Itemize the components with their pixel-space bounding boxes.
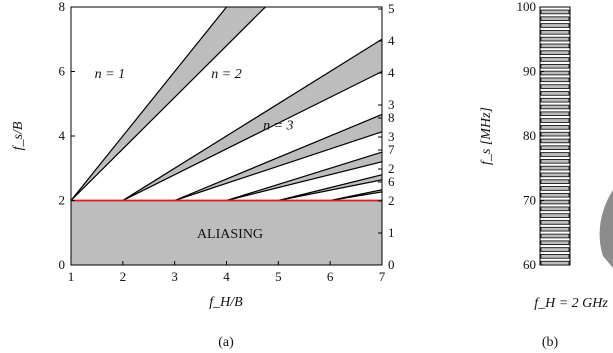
y-axis-label-a: f_s/B <box>11 121 26 150</box>
frequency-stripe <box>540 206 570 212</box>
frequency-stripe <box>540 118 570 123</box>
frequency-stripe <box>540 16 570 21</box>
right-tick-label: 4 <box>388 33 395 48</box>
plot-area <box>71 7 382 265</box>
frequency-stripe <box>540 57 570 62</box>
frequency-stripe <box>540 165 570 171</box>
panel-b-tick-labels: 60 70 80 90 100 <box>517 0 544 272</box>
frequency-stripe <box>540 199 570 205</box>
y-tick-label: 4 <box>59 128 66 143</box>
x-tick-label: 7 <box>379 269 386 284</box>
band-n2 <box>122 38 382 202</box>
frequency-stripe <box>540 70 570 76</box>
frequency-stripe <box>540 77 570 83</box>
frequency-stripe <box>540 43 570 49</box>
y-tick-label-b: 100 <box>517 0 537 14</box>
right-tick-label: 2 <box>388 161 395 176</box>
frequency-stripe <box>540 220 570 225</box>
zone-labels: n = 1 n = 2 n = 3 <box>95 67 294 134</box>
y-tick-label-b: 70 <box>523 193 536 208</box>
frequency-stripe <box>540 159 570 164</box>
partial-shape <box>599 190 613 268</box>
y-tick-label-b: 60 <box>523 257 536 272</box>
frequency-stripe <box>540 254 570 259</box>
right-tick-label: 3 <box>388 97 395 112</box>
frequency-stripe <box>540 247 570 252</box>
frequency-stripe <box>540 23 570 28</box>
frequency-stripe <box>540 233 570 239</box>
right-tick-label: 0 <box>388 257 395 272</box>
right-tick-label: 4 <box>388 65 395 80</box>
panel-b-caption: (b) <box>542 335 559 350</box>
zone-label: n = 1 <box>95 67 125 82</box>
frequency-stripe <box>540 145 570 150</box>
frequency-stripe <box>540 125 570 130</box>
right-tick-label: 5 <box>388 1 395 16</box>
frequency-stripe <box>540 63 570 69</box>
frequency-stripe <box>540 213 570 218</box>
frequency-stripe <box>540 84 570 89</box>
frequency-stripe <box>540 36 570 42</box>
frequency-stripe <box>540 30 570 35</box>
frequency-stripe <box>540 50 570 55</box>
x-axis-label-a: f_H/B <box>209 295 243 310</box>
x-tick-label: 6 <box>327 269 334 284</box>
frequency-stripe <box>540 104 570 110</box>
y-tick-label-b: 90 <box>523 64 536 79</box>
aliasing-region <box>71 200 382 265</box>
frequency-stripe <box>540 91 570 96</box>
band-n3 <box>174 113 382 202</box>
frequency-stripe <box>540 9 570 15</box>
x-tick-label: 3 <box>171 269 178 284</box>
y-axis-label-b: f_s [MHz] <box>479 107 494 165</box>
y-tick-label: 2 <box>59 193 66 208</box>
zone-label: n = 2 <box>211 67 241 82</box>
right-tick-label: 2 <box>388 193 395 208</box>
frequency-stripes <box>540 9 570 266</box>
right-tick-label: 7 <box>388 142 395 157</box>
frequency-stripe <box>540 152 570 157</box>
x-tick-label: 2 <box>120 269 127 284</box>
frequency-stripe <box>540 131 570 137</box>
x-axis-label-b: f_H = 2 GHz <box>534 296 608 311</box>
y-tick-label-b: 80 <box>523 128 536 143</box>
panel-b-chart: 60 70 80 90 100 f_s [MHz] f_H = 2 GHz (b) <box>479 0 613 350</box>
y-tick-label: 6 <box>59 64 66 79</box>
frequency-stripe <box>540 111 570 117</box>
frequency-stripe <box>540 186 570 191</box>
right-tick-label: 8 <box>388 110 395 125</box>
frequency-stripe <box>540 226 570 232</box>
y-tick-label: 8 <box>59 0 66 14</box>
band-n5 <box>278 174 382 202</box>
zone-label: n = 3 <box>263 119 293 134</box>
x-tick-label: 1 <box>68 269 75 284</box>
right-tick-label: 3 <box>388 129 395 144</box>
x-tick-label: 5 <box>275 269 282 284</box>
frequency-stripe <box>540 179 570 184</box>
right-tick-label: 6 <box>388 174 395 189</box>
frequency-stripe <box>540 138 570 144</box>
right-tick-label: 1 <box>388 225 395 240</box>
aliasing-label: ALIASING <box>197 227 263 242</box>
band-n4 <box>226 151 382 202</box>
frequency-stripe <box>540 97 570 103</box>
frequency-stripe <box>540 240 570 246</box>
frequency-stripe <box>540 192 570 198</box>
band-n1 <box>71 7 267 201</box>
plot-frame <box>70 6 383 266</box>
frequency-stripe <box>540 172 570 178</box>
x-tick-label: 4 <box>223 269 230 284</box>
y-tick-label: 0 <box>59 257 66 272</box>
frequency-stripe <box>540 260 570 266</box>
panel-a-caption: (a) <box>218 335 234 350</box>
